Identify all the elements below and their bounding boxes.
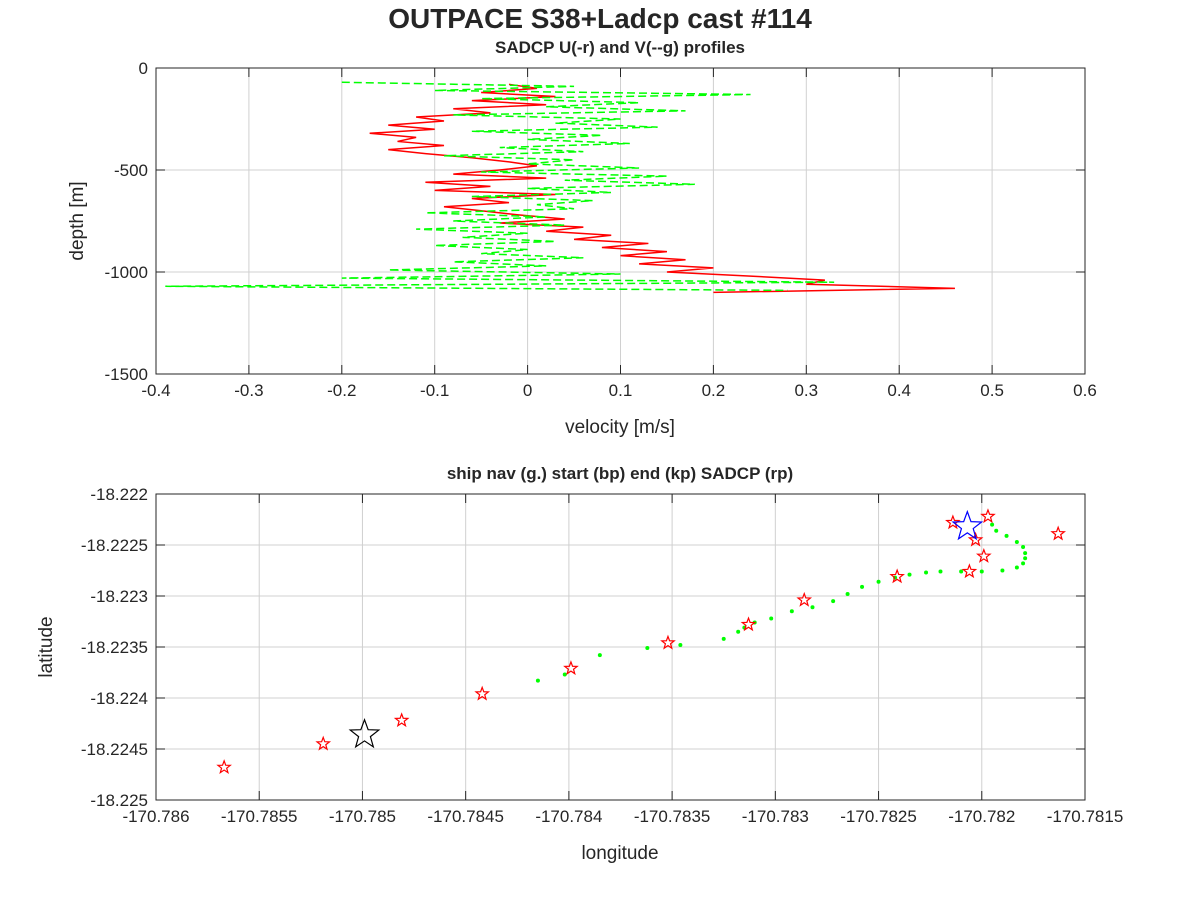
- profile-series-u-line: [369, 83, 955, 294]
- profile-title: SADCP U(-r) and V(--g) profiles: [495, 38, 745, 57]
- ax2-ytick-label: -18.2225: [81, 536, 148, 555]
- ax2-ytick-label: -18.2235: [81, 638, 148, 657]
- nav-ship-nav-point: [769, 616, 774, 621]
- nav-start-marker: [951, 509, 984, 541]
- nav-ship-nav-point: [938, 569, 943, 574]
- nav-sadcp-marker: [980, 508, 996, 524]
- ax1-xtick-label: 0.3: [794, 381, 818, 400]
- nav-sadcp-marker: [563, 660, 579, 676]
- nav-ship-nav-point: [1023, 556, 1028, 561]
- ax1-xtick-label: 0.2: [702, 381, 726, 400]
- nav-ship-nav-point: [1000, 568, 1005, 573]
- ax1-xtick-label: 0.5: [980, 381, 1004, 400]
- profile-axes: -0.4 -0.3 -0.2 -0.1 0 0.1 0.2 0.3 0.4 0.5 0.6 0 -500…: [67, 38, 1097, 438]
- nav-sadcp-marker: [967, 531, 984, 547]
- nav-ship-nav-point: [721, 636, 726, 641]
- ax2-xtick-label: -170.785: [329, 807, 396, 826]
- nav-sadcp-marker: [961, 563, 978, 579]
- ax1-xtick-label: 0.6: [1073, 381, 1097, 400]
- nav-ship-nav-point: [831, 599, 836, 604]
- nav-series-group: [216, 508, 1066, 775]
- nav-axes: -170.786 -170.7855 -170.785 -170.7845 -170.7…: [36, 464, 1123, 864]
- ax1-xtick-label: 0.4: [887, 381, 911, 400]
- ax1-xtick-label: -0.2: [327, 381, 356, 400]
- ax2-ytick-label: -18.224: [90, 689, 148, 708]
- nav-sadcp-marker: [796, 591, 813, 607]
- nav-sadcp-marker: [660, 634, 676, 650]
- nav-ship-nav-point: [1021, 545, 1026, 550]
- profile-xlabel: velocity [m/s]: [565, 417, 675, 438]
- nav-xlabel: longitude: [581, 843, 658, 864]
- nav-grid: [156, 494, 1085, 800]
- ax1-xtick-label: 0: [523, 381, 532, 400]
- nav-sadcp-marker: [945, 514, 961, 530]
- ax1-xtick-label: -0.4: [141, 381, 170, 400]
- nav-ship-nav-point: [994, 528, 999, 533]
- ax2-xtick-label: -170.7855: [221, 807, 298, 826]
- nav-end-marker: [348, 717, 381, 749]
- nav-ship-nav-point: [860, 584, 865, 589]
- nav-ship-nav-point: [810, 605, 815, 610]
- profile-ylabel: depth [m]: [67, 181, 88, 260]
- nav-ship-nav-point: [1004, 533, 1009, 538]
- nav-ship-nav-point: [678, 642, 683, 647]
- nav-sadcp-marker: [889, 568, 905, 584]
- nav-ship-nav-point: [562, 672, 567, 677]
- ax1-xtick-label: -0.1: [420, 381, 449, 400]
- nav-ship-nav-point: [990, 522, 995, 527]
- ax1-ytick-label: -1500: [105, 365, 148, 384]
- ax2-ytick-label: -18.223: [90, 587, 148, 606]
- nav-ship-nav-point: [597, 653, 602, 658]
- ax2-xtick-label: -170.786: [122, 807, 189, 826]
- nav-ship-nav-point: [645, 646, 650, 651]
- nav-ship-nav-point: [876, 579, 881, 584]
- ax2-xtick-label: -170.7825: [840, 807, 917, 826]
- ax2-xtick-label: -170.783: [742, 807, 809, 826]
- nav-sadcp-marker: [315, 735, 332, 751]
- nav-ship-nav-point: [924, 570, 929, 575]
- nav-ship-nav-point: [1023, 551, 1028, 556]
- ax2-ytick-label: -18.225: [90, 791, 148, 810]
- nav-sadcp-marker: [740, 616, 757, 632]
- nav-ticks: -170.786 -170.7855 -170.785 -170.7845 -170.7…: [81, 485, 1123, 826]
- nav-ship-nav-point: [1021, 561, 1026, 566]
- nav-sadcp-marker: [216, 759, 232, 775]
- ax2-xtick-label: -170.7835: [634, 807, 711, 826]
- nav-sadcp-marker: [474, 685, 491, 701]
- ax2-xtick-label: -170.782: [948, 807, 1015, 826]
- ax1-ytick-label: -1000: [105, 263, 148, 282]
- nav-ship-nav-point: [1014, 539, 1019, 544]
- nav-ship-nav-point: [1014, 565, 1019, 570]
- ax2-ytick-label: -18.2245: [81, 740, 148, 759]
- figure-title: OUTPACE S38+Ladcp cast #114: [388, 3, 812, 34]
- nav-sadcp-marker: [976, 547, 992, 563]
- profile-grid: [156, 68, 1085, 374]
- nav-ship-nav-point: [979, 569, 984, 574]
- ax1-xtick-label: 0.1: [609, 381, 633, 400]
- nav-sadcp-marker: [1050, 525, 1066, 541]
- nav-ship-nav-point: [789, 609, 794, 614]
- ax1-xtick-label: -0.3: [234, 381, 263, 400]
- nav-ship-nav-point: [736, 629, 741, 634]
- nav-ship-nav-point: [535, 678, 540, 683]
- nav-title: ship nav (g.) start (bp) end (kp) SADCP …: [447, 464, 793, 483]
- ax2-xtick-label: -170.7845: [427, 807, 504, 826]
- nav-ship-nav-point: [845, 591, 850, 596]
- ax2-xtick-label: -170.784: [535, 807, 602, 826]
- nav-sadcp-marker: [393, 712, 410, 728]
- profile-series-v-line: [165, 81, 835, 292]
- profile-series-group: [165, 81, 955, 294]
- ax1-ytick-label: -500: [114, 161, 148, 180]
- nav-ship-nav-point: [959, 569, 964, 574]
- ax2-xtick-label: -170.7815: [1047, 807, 1124, 826]
- profile-ticks: -0.4 -0.3 -0.2 -0.1 0 0.1 0.2 0.3 0.4 0.5 0.6 0 -500…: [105, 59, 1097, 400]
- ax2-ytick-label: -18.222: [90, 485, 148, 504]
- nav-ylabel: latitude: [36, 616, 57, 677]
- nav-ship-nav-point: [907, 572, 912, 577]
- ax1-ytick-label: 0: [139, 59, 148, 78]
